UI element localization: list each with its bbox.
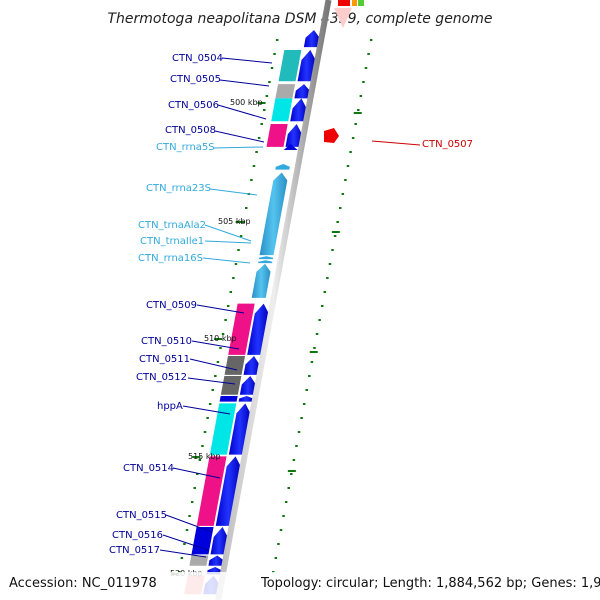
rna-ctn-rrna23s-6: [259, 172, 288, 256]
leader-ctn-rrna5s: [212, 146, 264, 149]
gene-ctn-0505-2: [294, 84, 310, 99]
leader-ctn-trnaala2: [204, 224, 252, 242]
gene-ctn-0515-16: [210, 527, 228, 555]
label-ctn-0512[interactable]: CTN_0512: [136, 372, 187, 383]
cog-hppa-14: [209, 403, 237, 455]
cog-ctn-0510-11: [224, 356, 246, 375]
scale-505kbp: 505 kbp: [218, 217, 251, 226]
leader-ctn-0504: [221, 57, 273, 64]
gene-ctn-0510-11: [243, 356, 260, 375]
leader-ctn-0508: [214, 130, 265, 143]
label-ctn-0507[interactable]: CTN_0507: [422, 139, 473, 150]
cog-strip: [184, 49, 302, 595]
leader-ctn-0517: [159, 549, 207, 558]
leader-ctn-0510: [191, 340, 240, 350]
leader-ctn-0516: [162, 534, 209, 551]
label-ctn-0506[interactable]: CTN_0506: [168, 100, 219, 111]
cog-ctn-0505-2: [275, 84, 296, 99]
leader-ctn-rrna23s: [209, 188, 258, 196]
label-ctn-trnaala2[interactable]: CTN_trnaAla2: [138, 220, 206, 231]
gene-ctn-0512-13: [238, 395, 254, 402]
top-orange-mark: [352, 0, 357, 6]
leader-ctn-0512: [187, 377, 236, 385]
rna-ctn-rrna16s-9: [251, 263, 271, 298]
top-green-mark: [358, 0, 364, 6]
leader-ctn-0507: [371, 140, 421, 146]
label-ctn-0504[interactable]: CTN_0504: [172, 53, 223, 64]
accession-text: Accession: NC_011978: [9, 576, 157, 591]
leader-ctn-trnaile1: [204, 240, 252, 244]
cog-ctn-0504-1: [278, 49, 302, 82]
label-ctn-0514[interactable]: CTN_0514: [123, 463, 174, 474]
label-ctn-rrna23s[interactable]: CTN_rrna23S: [146, 183, 211, 194]
cog-ctn-0512-13: [219, 395, 238, 402]
gene-ctn-0508-arrow: [283, 144, 298, 150]
leader-hppa: [182, 405, 231, 415]
top-red-mark: [338, 0, 350, 6]
gene-ctn-0505-3: [290, 98, 307, 122]
label-ctn-0510[interactable]: CTN_0510: [141, 336, 192, 347]
feature-labels: CTN_0504 CTN_0505 CTN_0506 CTN_0508 CTN_…: [109, 53, 473, 558]
cog-ctn-0511-12: [220, 375, 242, 395]
leader-ctn-0515: [165, 514, 213, 533]
leader-ctn-0514: [172, 467, 221, 479]
label-ctn-0517[interactable]: CTN_0517: [109, 545, 160, 556]
rna-ctn-trnaile1-8: [258, 260, 273, 264]
cog-ctn-0514-15: [196, 456, 227, 526]
cog-ctn-0509-10: [228, 303, 255, 355]
scale-510kbp: 510 kbp: [204, 334, 237, 343]
leader-ctn-0506: [217, 104, 267, 120]
top-edge-features: [334, 0, 364, 28]
label-ctn-0508[interactable]: CTN_0508: [165, 125, 216, 136]
label-ctn-0515[interactable]: CTN_0515: [116, 510, 167, 521]
leader-ctn-0509: [196, 304, 245, 314]
cog-ctn-0516-17: [189, 555, 209, 566]
scale-500kbp: 500 kbp: [230, 98, 263, 107]
genome-title: Thermotoga neapolitana DSM 4359, complet…: [108, 11, 493, 27]
gene-ctn-0506-4: [285, 124, 302, 147]
forward-cds-track: [203, 30, 320, 595]
gene-ctn-0516-17: [208, 555, 224, 566]
cog-ctn-0506-4: [266, 124, 288, 147]
label-hppa[interactable]: hppA: [157, 401, 183, 412]
cog-ctn-0515-16: [191, 527, 214, 555]
leader-lines: [159, 57, 421, 558]
scale-515kbp: 515 kbp: [188, 452, 221, 461]
cog-ctn-0505-3: [271, 98, 293, 122]
label-ctn-rrna5s[interactable]: CTN_rrna5S: [156, 142, 215, 153]
gene-ctn-0504-1: [297, 49, 316, 82]
leader-ctn-0505: [219, 79, 270, 87]
label-ctn-0505[interactable]: CTN_0505: [170, 74, 221, 85]
label-ctn-0516[interactable]: CTN_0516: [112, 530, 163, 541]
leader-ctn-rrna16s: [202, 257, 251, 264]
rna-ctn-rrna5s-5: [275, 163, 290, 170]
gene-ctn-0511-12: [239, 375, 256, 395]
rna-ctn-trnaala2-7: [258, 256, 274, 260]
leader-ctn-0511: [189, 358, 238, 371]
label-ctn-trnaile1[interactable]: CTN_trnaIle1: [140, 236, 204, 247]
summary-text: Topology: circular; Length: 1,884,562 bp…: [260, 576, 600, 591]
label-ctn-rrna16s[interactable]: CTN_rrna16S: [138, 253, 203, 264]
footer-background: [0, 572, 600, 600]
label-ctn-0511[interactable]: CTN_0511: [139, 354, 190, 365]
label-ctn-0509[interactable]: CTN_0509: [146, 300, 197, 311]
gene-feature-0-0: [303, 30, 320, 48]
gene-ctn-0507: [324, 128, 339, 143]
gene-ctn-0514-15: [215, 456, 241, 526]
genome-backbone: [215, 0, 332, 600]
top-pink-arrow: [334, 8, 352, 28]
